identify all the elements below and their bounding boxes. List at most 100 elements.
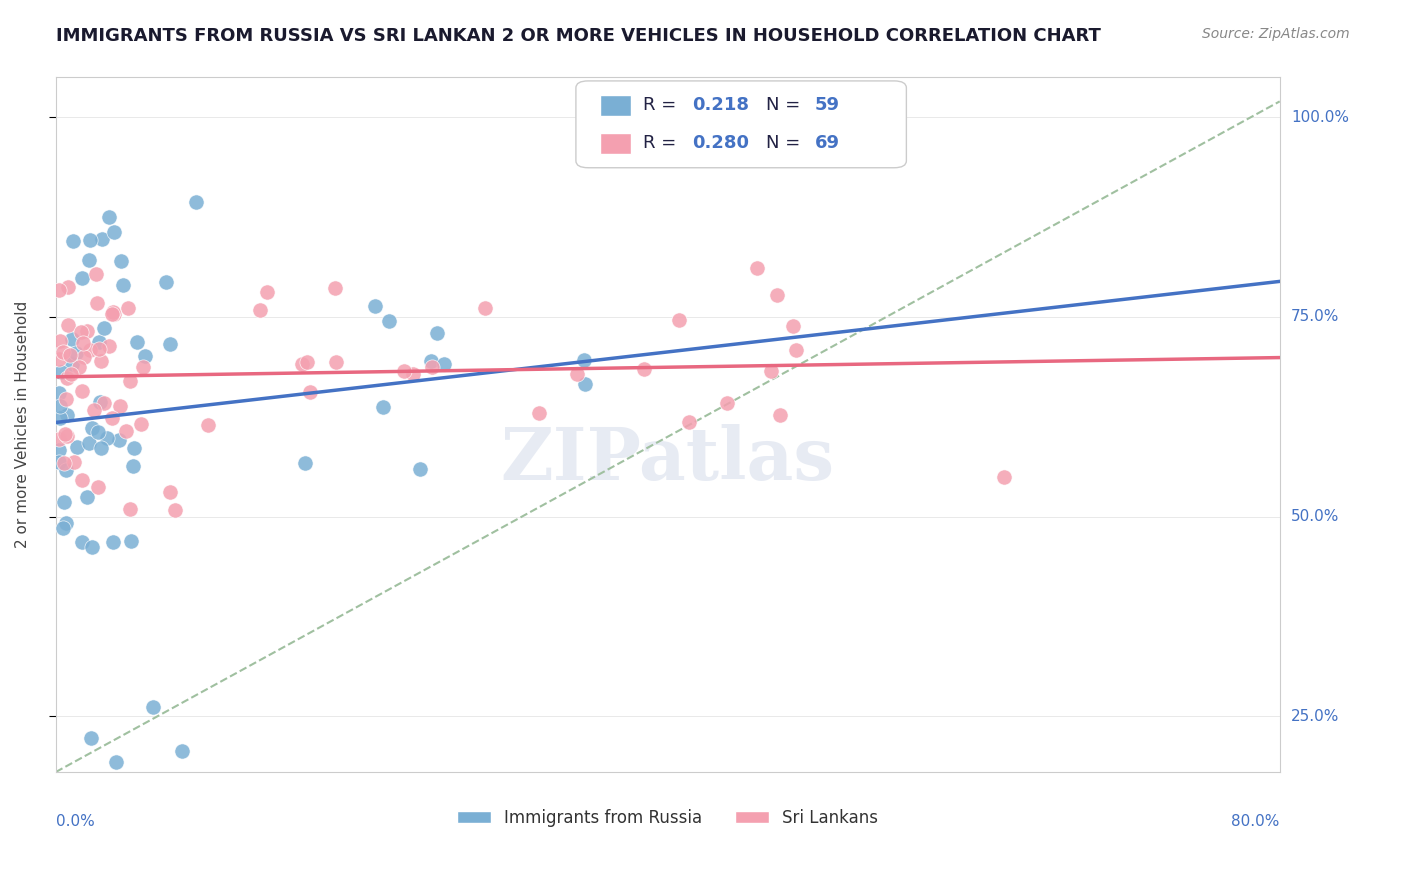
Point <box>83 402 105 417</box>
Point <box>66 440 89 454</box>
Point <box>52 521 75 535</box>
Point <box>163 503 186 517</box>
Point <box>70 535 93 549</box>
Point <box>49 400 72 414</box>
Point <box>114 424 136 438</box>
Point <box>60 358 83 372</box>
Point <box>291 357 314 371</box>
Point <box>294 456 316 470</box>
Point <box>101 307 124 321</box>
Point <box>716 396 738 410</box>
Point <box>59 348 82 362</box>
Point <box>105 756 128 770</box>
Point <box>97 211 120 225</box>
Point <box>93 320 115 334</box>
Point <box>170 744 193 758</box>
Point <box>69 325 91 339</box>
Point <box>84 268 107 282</box>
Point <box>678 415 700 429</box>
Point <box>89 395 111 409</box>
Point <box>48 432 70 446</box>
Point <box>56 370 79 384</box>
Text: IMMIGRANTS FROM RUSSIA VS SRI LANKAN 2 OR MORE VEHICLES IN HOUSEHOLD CORRELATION: IMMIGRANTS FROM RUSSIA VS SRI LANKAN 2 O… <box>56 27 1101 45</box>
Point <box>101 411 124 425</box>
Point <box>574 376 596 391</box>
Point <box>426 326 449 341</box>
Point <box>49 334 72 349</box>
Legend: Immigrants from Russia, Sri Lankans: Immigrants from Russia, Sri Lankans <box>451 802 884 833</box>
Text: N =: N = <box>766 135 806 153</box>
Point <box>419 354 441 368</box>
Point <box>134 349 156 363</box>
Point <box>62 234 84 248</box>
Point <box>159 484 181 499</box>
Point <box>87 480 110 494</box>
Point <box>48 455 70 469</box>
Point <box>59 368 82 382</box>
Point <box>993 469 1015 483</box>
Point <box>90 442 112 456</box>
Point <box>298 385 321 400</box>
Point <box>76 490 98 504</box>
Text: 69: 69 <box>814 135 839 153</box>
Point <box>86 295 108 310</box>
Point <box>364 299 387 313</box>
Point <box>48 283 70 297</box>
Point <box>56 429 79 443</box>
Point <box>89 334 111 349</box>
Text: 0.218: 0.218 <box>692 96 749 114</box>
FancyBboxPatch shape <box>600 95 631 116</box>
Point <box>48 351 70 366</box>
Point <box>60 332 83 346</box>
Point <box>433 357 456 371</box>
Point <box>72 271 94 285</box>
Point <box>633 362 655 376</box>
Text: 80.0%: 80.0% <box>1232 814 1279 829</box>
Point <box>409 462 432 476</box>
Point <box>53 495 76 509</box>
Point <box>117 301 139 315</box>
Point <box>197 418 219 433</box>
Point <box>103 535 125 549</box>
Point <box>79 343 101 358</box>
Point <box>56 280 79 294</box>
Point <box>67 360 90 375</box>
Point <box>474 301 496 316</box>
Point <box>155 275 177 289</box>
Point <box>108 433 131 447</box>
Point <box>129 417 152 432</box>
Text: 59: 59 <box>814 96 839 114</box>
Point <box>747 260 769 275</box>
Point <box>82 541 104 555</box>
Point <box>77 252 100 267</box>
Point <box>120 502 142 516</box>
Point <box>567 368 589 382</box>
Point <box>65 346 87 360</box>
Point <box>125 334 148 349</box>
Point <box>527 406 550 420</box>
Point <box>422 360 444 375</box>
Point <box>52 456 75 470</box>
Text: R =: R = <box>643 135 682 153</box>
Point <box>48 443 70 458</box>
Point <box>668 313 690 327</box>
Point <box>112 278 135 293</box>
Point <box>765 288 787 302</box>
Point <box>402 368 425 382</box>
Point <box>90 354 112 368</box>
Point <box>110 254 132 268</box>
Point <box>769 409 792 423</box>
Text: 50.0%: 50.0% <box>1291 509 1339 524</box>
Text: N =: N = <box>766 96 806 114</box>
Point <box>297 355 319 369</box>
Point <box>80 421 103 435</box>
Point <box>52 345 75 359</box>
Point <box>70 474 93 488</box>
Point <box>186 194 208 209</box>
Point <box>759 364 782 378</box>
Point <box>51 365 73 379</box>
Text: 100.0%: 100.0% <box>1291 110 1348 125</box>
Point <box>80 731 103 745</box>
Point <box>325 354 347 368</box>
Point <box>103 307 125 321</box>
